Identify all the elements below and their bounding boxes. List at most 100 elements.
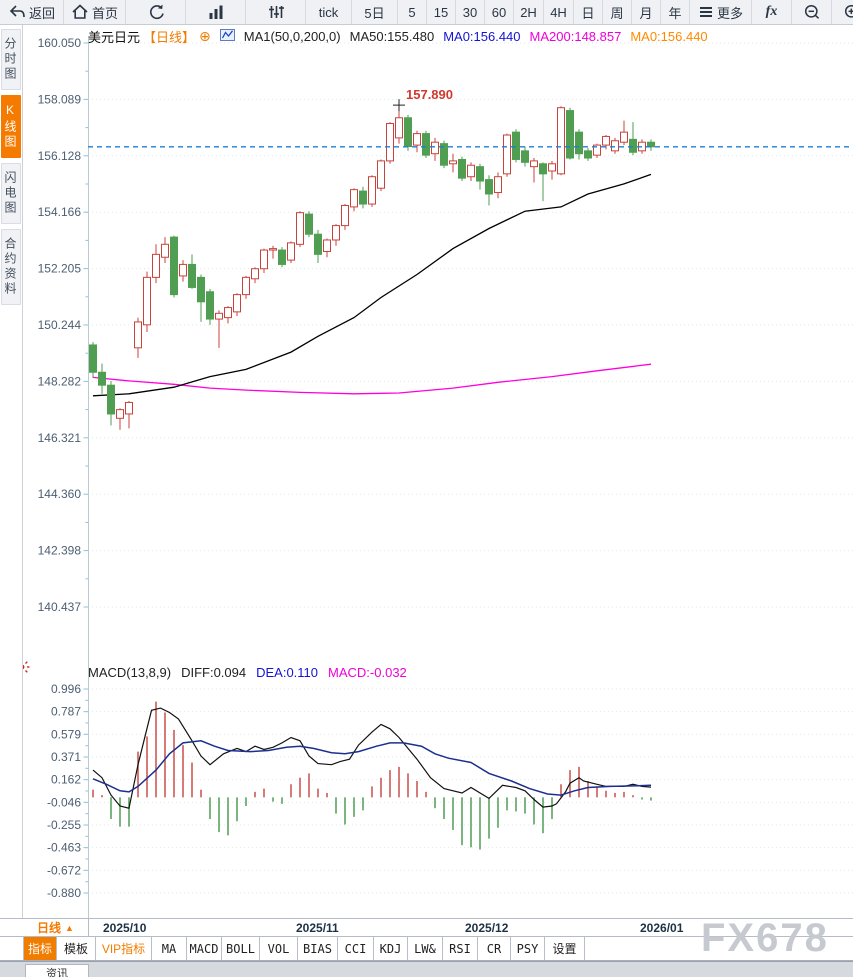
toolbar-back-button[interactable]: 返回 — [0, 0, 64, 24]
footer-tab-vip-indicators[interactable]: VIP指标 — [96, 937, 152, 960]
svg-text:-0.463: -0.463 — [47, 841, 81, 855]
toolbar-period-year-button[interactable]: 年 — [661, 0, 690, 24]
toolbar-home-label: 首页 — [91, 5, 118, 21]
menu-icon — [698, 4, 714, 20]
footer-tab-cr[interactable]: CR — [478, 937, 511, 960]
svg-text:-0.880: -0.880 — [47, 886, 81, 900]
toolbar-refresh-button[interactable] — [126, 0, 186, 24]
svg-text:0.996: 0.996 — [51, 682, 81, 696]
toolbar-home-button[interactable]: 首页 — [64, 0, 126, 24]
toolbar-period-4h-button[interactable]: 4H — [544, 0, 574, 24]
refresh-icon — [147, 3, 165, 21]
macd-value: MACD:-0.032 — [328, 665, 407, 680]
toolbar-bar-chart-button[interactable] — [186, 0, 246, 24]
svg-text:142.398: 142.398 — [38, 544, 82, 558]
footer-tab-boll[interactable]: BOLL — [222, 937, 260, 960]
svg-text:-0.046: -0.046 — [47, 795, 81, 809]
symbol-name: 美元日元 — [88, 30, 141, 45]
footer-tab-settings[interactable]: 设置 — [545, 937, 585, 960]
svg-text:-0.255: -0.255 — [47, 818, 81, 832]
footer-tab-lwr[interactable]: LW& — [408, 937, 443, 960]
footer-tab-rsi[interactable]: RSI — [443, 937, 478, 960]
footer-tab-indicators[interactable]: 指标 — [23, 937, 57, 960]
svg-text:156.128: 156.128 — [38, 149, 82, 163]
peak-marker: 157.890 — [393, 87, 453, 112]
footer-tab-macd[interactable]: MACD — [187, 937, 222, 960]
indicator-tabs-row: 指标 模板 VIP指标 MA MACD BOLL VOL BIAS CCI KDJ LW& RSI CR… — [0, 937, 853, 961]
toolbar-period-5m-button[interactable]: 5 — [398, 0, 427, 24]
x-axis-row: 日线 ▲ 2025/10 2025/11 2025/12 2026/01 — [0, 918, 853, 937]
add-circle-icon[interactable]: ⊕ — [199, 28, 211, 44]
svg-text:146.321: 146.321 — [38, 431, 82, 445]
footer-tab-psy[interactable]: PSY — [511, 937, 545, 960]
svg-text:160.050: 160.050 — [38, 36, 82, 50]
toolbar-period-day-button[interactable]: 日 — [574, 0, 603, 24]
footer-tab-kdj[interactable]: KDJ — [374, 937, 408, 960]
footer-tab-vol[interactable]: VOL — [260, 937, 298, 960]
svg-text:0.787: 0.787 — [51, 705, 81, 719]
toolbar-zoom-in-button[interactable] — [832, 0, 853, 24]
toolbar-formula-button[interactable]: fx — [752, 0, 792, 24]
svg-text:154.166: 154.166 — [38, 205, 82, 219]
svg-text:152.205: 152.205 — [38, 262, 82, 276]
footer-tab-ma[interactable]: MA — [152, 937, 187, 960]
toolbar-period-2h-label: 2H — [520, 4, 537, 20]
news-tab[interactable]: 资讯 — [25, 964, 89, 977]
x-axis-label: 2026/01 — [640, 921, 684, 935]
home-icon — [71, 3, 89, 21]
period-selector[interactable]: 日线 ▲ — [23, 919, 89, 936]
ma200-line — [92, 363, 652, 395]
dea-line — [92, 740, 652, 796]
diff-line — [92, 707, 652, 809]
toolbar-indicator-tuner-button[interactable] — [246, 0, 306, 24]
svg-text:150.244: 150.244 — [38, 318, 82, 332]
x-axis-label: 2025/12 — [465, 921, 509, 935]
ma50-value: MA50:155.480 — [349, 29, 435, 44]
toolbar-period-5d-label: 5日 — [364, 5, 385, 21]
svg-text:0.579: 0.579 — [51, 727, 81, 741]
svg-text:148.282: 148.282 — [38, 374, 82, 388]
bar-chart-icon — [207, 3, 225, 21]
bottom-panel-strip — [0, 961, 853, 977]
top-toolbar: 返回 首页 tick 5日 5 15 30 60 2H 4H 日周月年 更多 fx — [0, 0, 853, 25]
toolbar-period-month-button[interactable]: 月 — [632, 0, 661, 24]
svg-text:0.162: 0.162 — [51, 773, 81, 787]
toolbar-period-15m-button[interactable]: 15 — [427, 0, 456, 24]
sidebar-tab-kline[interactable]: K线图 — [1, 95, 21, 158]
toolbar-more-button[interactable]: 更多 — [690, 0, 752, 24]
toolbar-period-5d-button[interactable]: 5日 — [352, 0, 398, 24]
toolbar-period-5m-label: 5 — [408, 4, 416, 20]
sidebar-tab-contract-info[interactable]: 合约资料 — [1, 229, 21, 305]
toolbar-period-60m-label: 60 — [491, 4, 507, 20]
toolbar-period-tick-button[interactable]: tick — [306, 0, 352, 24]
toolbar-period-30m-label: 30 — [462, 4, 478, 20]
macd-dea-value: DEA:0.110 — [256, 665, 319, 680]
sidebar-tab-time-share[interactable]: 分时图 — [1, 29, 21, 90]
chart-header: 美元日元 【日线】 ⊕ MA1(50,0,200,0) MA50:155.480… — [88, 27, 708, 46]
footer-tab-templates[interactable]: 模板 — [57, 937, 96, 960]
candles-layer — [89, 105, 655, 430]
toolbar-back-label: 返回 — [28, 5, 55, 21]
toolbar-period-week-label: 周 — [610, 5, 624, 21]
footer-tab-bias[interactable]: BIAS — [298, 937, 338, 960]
toolbar-zoom-out-button[interactable] — [792, 0, 832, 24]
toolbar-period-4h-label: 4H — [550, 4, 567, 20]
svg-text:158.089: 158.089 — [38, 92, 82, 106]
footer-tab-cci[interactable]: CCI — [338, 937, 374, 960]
toolbar-more-label: 更多 — [716, 5, 743, 21]
toolbar-period-tick-label: tick — [318, 4, 339, 20]
mini-chart-icon[interactable] — [219, 28, 235, 45]
zoom-in-icon — [843, 3, 853, 21]
toolbar-period-2h-button[interactable]: 2H — [514, 0, 544, 24]
toolbar-period-week-button[interactable]: 周 — [603, 0, 632, 24]
ma0-value-orange: MA0:156.440 — [630, 29, 708, 44]
sliders-icon — [267, 3, 285, 21]
x-axis-label: 2025/10 — [103, 921, 147, 935]
toolbar-period-30m-button[interactable]: 30 — [456, 0, 485, 24]
toolbar-period-year-label: 年 — [668, 5, 682, 21]
sidebar-tab-lightning[interactable]: 闪电图 — [1, 163, 21, 224]
price-grid — [83, 42, 853, 894]
toolbar-period-60m-button[interactable]: 60 — [485, 0, 514, 24]
period-selector-label: 日线 — [37, 921, 62, 935]
